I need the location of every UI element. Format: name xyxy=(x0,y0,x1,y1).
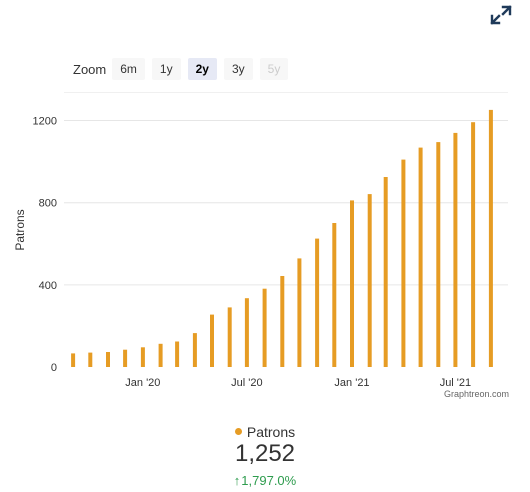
y-axis-ticks: 0 400 800 1200 xyxy=(33,116,57,374)
bar xyxy=(280,276,285,367)
y-axis-title: Patrons xyxy=(13,209,27,250)
total-patrons: 1,252 xyxy=(234,440,296,467)
zoom-label: Zoom xyxy=(73,61,107,77)
y-tick-label: 1200 xyxy=(33,116,57,128)
bar xyxy=(471,122,476,367)
x-tick-label: Jan '21 xyxy=(334,377,369,389)
legend-marker-icon xyxy=(234,428,242,435)
legend-item-patrons[interactable]: Patrons xyxy=(234,423,296,440)
bar-chart: 0 400 800 1200 Jan '20 Jul '20 Jan '21 Jul '21… xyxy=(13,109,509,399)
bar xyxy=(210,314,214,367)
x-axis-ticks: Jan '20 Jul '20 Jan '21 Jul '21 xyxy=(125,377,471,389)
expand-icon[interactable] xyxy=(489,4,513,26)
bar xyxy=(332,223,337,367)
bar xyxy=(315,238,320,367)
bar xyxy=(436,142,441,367)
bar xyxy=(297,258,302,367)
y-tick-label: 800 xyxy=(39,198,57,210)
zoom-divider xyxy=(64,92,508,93)
bar xyxy=(88,352,93,367)
zoom-button-2y[interactable]: 2y xyxy=(187,58,217,80)
bar xyxy=(192,333,197,367)
zoom-button-5y: 5y xyxy=(259,58,289,80)
x-tick-label: Jul '20 xyxy=(231,377,262,389)
x-tick-label: Jul '21 xyxy=(440,377,471,389)
bar xyxy=(453,132,458,367)
legend-label: Patrons xyxy=(246,423,296,440)
zoom-button-6m[interactable]: 6m xyxy=(112,58,145,80)
bar-series xyxy=(71,109,493,368)
change-percent: 1,797.0% xyxy=(241,473,297,488)
bar xyxy=(140,347,145,367)
bar xyxy=(175,341,180,367)
change-indicator: ↑1,797.0% xyxy=(0,473,530,488)
bar xyxy=(227,307,232,367)
bar xyxy=(401,159,406,367)
bar xyxy=(158,343,163,367)
bar xyxy=(383,177,388,367)
bar xyxy=(123,349,128,367)
legend: Patrons xyxy=(0,422,530,440)
zoom-button-1y[interactable]: 1y xyxy=(151,58,181,80)
bar xyxy=(244,298,249,367)
arrow-up-icon: ↑ xyxy=(233,473,241,488)
bar xyxy=(418,147,423,367)
zoom-button-3y[interactable]: 3y xyxy=(223,58,253,80)
chart-credit[interactable]: Graphtreon.com xyxy=(444,389,509,399)
bar xyxy=(106,352,110,367)
bar xyxy=(262,288,267,367)
x-tick-label: Jan '20 xyxy=(125,377,160,389)
bar xyxy=(488,109,493,368)
zoom-bar: Zoom 6m 1y 2y 3y 5y xyxy=(73,57,295,81)
bar xyxy=(367,194,372,367)
y-tick-label: 400 xyxy=(39,280,57,292)
bar xyxy=(350,200,354,367)
bar xyxy=(71,353,76,367)
grid-lines xyxy=(64,120,508,286)
y-tick-label: 0 xyxy=(51,362,57,374)
